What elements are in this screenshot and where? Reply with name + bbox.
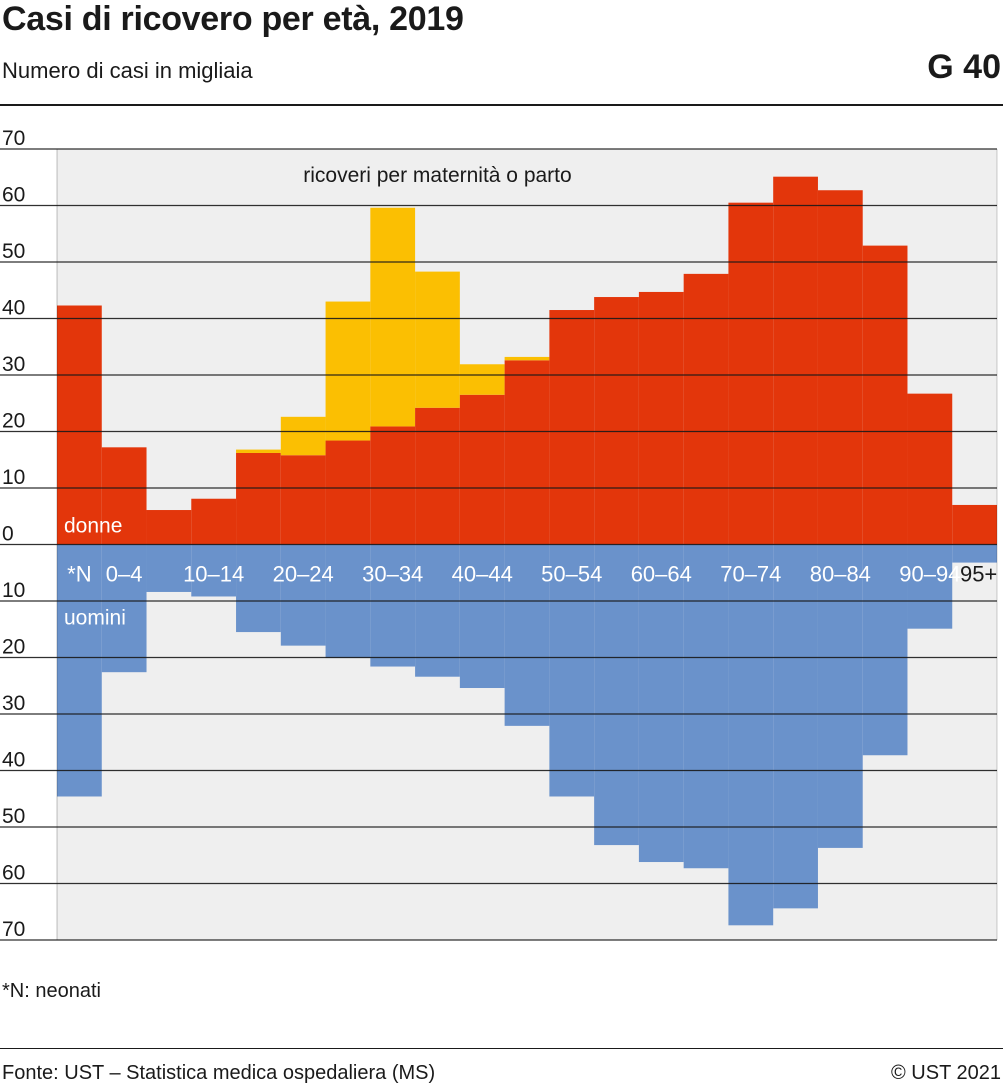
x-tick-label: 80–84: [810, 562, 871, 587]
bar-men-0: [57, 544, 102, 797]
footnote: *N: neonati: [2, 980, 101, 1002]
x-tick-labels: *N 0–4 10–14 20–24 30–34 40–44 50–54 60–64 70–74…: [67, 562, 997, 587]
bar-men-11: [549, 544, 595, 797]
y-tick-labels: 70 60 50 40 30 20 10 0 10 20 30 40 50 60 70: [2, 130, 25, 941]
y-tick-label: 40: [2, 297, 25, 320]
bar-men-2: [146, 544, 192, 592]
bar-men-20: [952, 544, 997, 563]
chart-code: G 40: [927, 48, 1001, 86]
copyright-text: © UST 2021: [891, 1062, 1001, 1084]
bar-women-2: [146, 510, 192, 545]
bar-men-18: [862, 544, 908, 756]
y-tick-label: 50: [2, 805, 25, 828]
bar-women-12: [594, 297, 639, 545]
x-tick-label: 95+: [960, 562, 997, 587]
maternity-annotation: ricoveri per maternità o parto: [303, 164, 571, 187]
bar-women-1: [101, 447, 147, 545]
bar-men-1: [101, 544, 147, 673]
bar-men-3: [191, 544, 237, 597]
x-tick-label: 90–94: [899, 562, 960, 587]
bar-maternity-4: [236, 449, 281, 453]
y-tick-label: 0: [2, 523, 14, 546]
bar-men-12: [594, 544, 639, 846]
bar-maternity-9: [459, 364, 505, 395]
bar-women-14: [683, 273, 729, 545]
y-tick-label: 20: [2, 410, 25, 433]
y-tick-label: 30: [2, 353, 25, 376]
bar-women-0: [57, 305, 102, 545]
bar-women-13: [638, 291, 684, 545]
women-annotation: donne: [64, 515, 122, 538]
bar-men-19: [907, 544, 953, 629]
y-tick-label: 60: [2, 862, 25, 885]
bar-women-17: [817, 190, 863, 545]
bar-women-18: [862, 245, 908, 545]
bar-women-6: [325, 440, 371, 545]
x-tick-label: 40–44: [452, 562, 513, 587]
y-tick-label: 10: [2, 466, 25, 489]
bar-women-5: [280, 455, 326, 545]
bar-women-3: [191, 498, 237, 545]
y-tick-label: 70: [2, 918, 25, 941]
bar-men-5: [280, 544, 326, 646]
bar-women-16: [773, 176, 818, 545]
x-tick-label: 50–54: [541, 562, 602, 587]
bar-maternity-7: [370, 207, 416, 427]
bar-maternity-8: [415, 271, 460, 408]
y-tick-label: 30: [2, 692, 25, 715]
bar-women-4: [236, 452, 281, 545]
bar-women-20: [952, 504, 997, 545]
bar-men-8: [415, 544, 460, 677]
men-annotation: uomini: [64, 607, 126, 630]
x-tick-label: 70–74: [720, 562, 781, 587]
bar-women-9: [459, 394, 505, 545]
x-tick-label: 30–34: [362, 562, 423, 587]
bar-women-15: [728, 202, 774, 545]
bar-men-17: [817, 544, 863, 848]
x-tick-label: *N: [67, 562, 91, 587]
y-tick-label: 20: [2, 636, 25, 659]
bar-women-8: [415, 407, 460, 545]
bar-men-14: [683, 544, 729, 869]
bars: [57, 176, 997, 926]
header-rule: [0, 104, 1003, 106]
chart-subtitle: Numero di casi in migliaia: [2, 58, 253, 83]
bar-maternity-6: [325, 301, 371, 441]
y-tick-label: 50: [2, 240, 25, 263]
x-tick-label: 20–24: [273, 562, 334, 587]
grid-lines: [0, 148, 998, 941]
bar-maternity-5: [280, 416, 326, 456]
bar-women-7: [370, 426, 416, 545]
x-tick-label: 0–4: [106, 562, 143, 587]
bar-maternity-10: [504, 356, 550, 361]
bar-women-19: [907, 393, 953, 545]
y-tick-label: 40: [2, 749, 25, 772]
bar-men-13: [638, 544, 684, 863]
chart: *N 0–4 10–14 20–24 30–34 40–44 50–54 60–64 70–74…: [0, 130, 998, 941]
bar-women-10: [504, 360, 550, 545]
y-tick-label: 60: [2, 184, 25, 207]
y-tick-label: 10: [2, 579, 25, 602]
bar-men-4: [236, 544, 281, 633]
bar-men-15: [728, 544, 774, 926]
bar-women-11: [549, 310, 595, 545]
bar-men-9: [459, 544, 505, 689]
x-tick-label: 60–64: [631, 562, 692, 587]
chart-title: Casi di ricovero per età, 2019: [2, 0, 464, 38]
footer-rule: [0, 1048, 1003, 1049]
source-text: Fonte: UST – Statistica medica ospedalie…: [2, 1062, 436, 1084]
bar-men-16: [773, 544, 818, 909]
x-tick-label: 10–14: [183, 562, 244, 587]
bar-men-10: [504, 544, 550, 726]
y-tick-label: 70: [2, 130, 25, 150]
bar-men-7: [370, 544, 416, 667]
